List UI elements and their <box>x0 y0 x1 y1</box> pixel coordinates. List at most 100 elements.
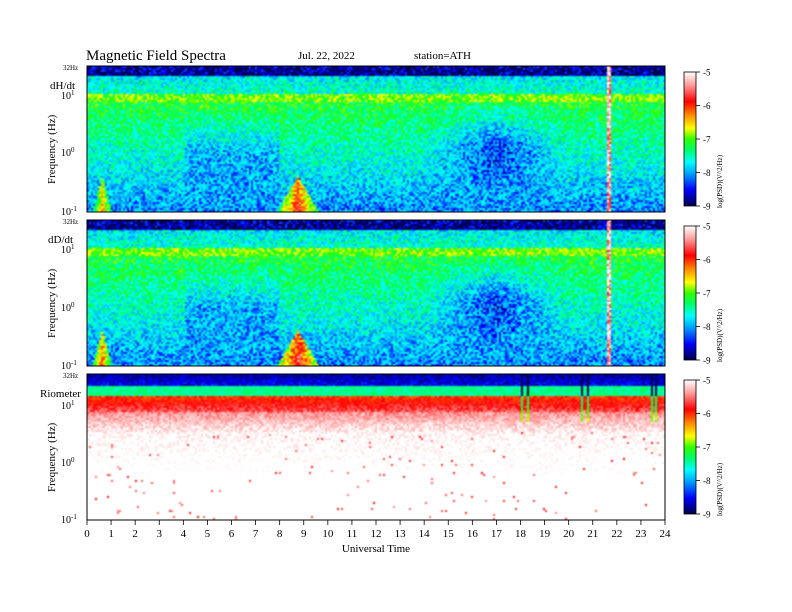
x-tick-label: 2 <box>132 528 138 540</box>
y-tick-labels: 101 100 10-1 <box>61 89 77 218</box>
x-tick-label: 7 <box>253 528 259 540</box>
colorbar-tick-label: -6 <box>703 101 711 111</box>
colorbar-ticks: -5 -6 -7 -8 -9 <box>696 376 711 520</box>
x-tick-label: 19 <box>539 528 551 540</box>
plot-frame <box>86 219 666 367</box>
x-tick-label: 23 <box>635 528 647 540</box>
y-tick-base: 10 <box>61 401 71 412</box>
y-axis-label: Frequency (Hz) <box>46 268 58 338</box>
panel-riometer: Riometer 32Hz 101 100 10-1 Frequency (Hz… <box>40 372 724 526</box>
y-tick-base: 10 <box>61 303 71 314</box>
panel-label: Riometer <box>40 388 81 400</box>
x-tick-label: 0 <box>84 528 90 540</box>
colorbar-tick-label: -7 <box>703 135 711 145</box>
x-tick-label: 18 <box>515 528 527 540</box>
plot-frame <box>86 65 666 213</box>
y-tick-base: 10 <box>61 245 71 256</box>
colorbar-ticks: -5 -6 -7 -8 -9 <box>696 222 711 366</box>
y-tick-exp: 1 <box>71 243 75 251</box>
colorbar <box>683 71 697 207</box>
x-tick-label: 15 <box>443 528 455 540</box>
y-tick-labels: 101 100 10-1 <box>61 243 77 372</box>
colorbar <box>683 225 697 361</box>
svg-text:101: 101 <box>61 399 75 412</box>
date-label: Jul. 22, 2022 <box>298 50 355 62</box>
svg-text:10-1: 10-1 <box>61 359 77 372</box>
y-tick-exp: -1 <box>71 359 77 367</box>
panel-label: dH/dt <box>50 80 75 92</box>
x-tick-label: 20 <box>563 528 575 540</box>
y-tick-base: 10 <box>61 148 71 159</box>
x-tick-label: 16 <box>467 528 479 540</box>
colorbar-tick-label: -8 <box>703 322 711 332</box>
spectrogram-dh-dt <box>87 66 665 212</box>
colorbar-ticks: -5 -6 -7 -8 -9 <box>696 68 711 212</box>
y-axis-label: Frequency (Hz) <box>46 422 58 492</box>
colorbar-tick-label: -5 <box>703 68 711 78</box>
colorbar-tick-label: -7 <box>703 443 711 453</box>
x-tick-label: 24 <box>660 528 672 540</box>
colorbar-tick-label: -8 <box>703 168 711 178</box>
colorbar-tick-label: -7 <box>703 289 711 299</box>
x-tick-label: 9 <box>301 528 307 540</box>
y-top-label: 32Hz <box>63 218 78 226</box>
y-top-label: 32Hz <box>63 372 78 380</box>
y-tick-exp: 0 <box>71 146 75 154</box>
y-tick-exp: 0 <box>71 301 75 309</box>
svg-text:101: 101 <box>61 89 75 102</box>
y-tick-base: 10 <box>61 207 71 218</box>
spectrogram-dd-dt <box>87 220 665 366</box>
figure-title: Magnetic Field Spectra <box>86 48 226 64</box>
colorbar-tick-label: -9 <box>703 510 711 520</box>
y-tick-exp: 0 <box>71 456 75 464</box>
x-axis-label: Universal Time <box>342 543 410 555</box>
colorbar-label: log(PSD)(V^2/Hz) <box>716 462 724 516</box>
y-tick-exp: 1 <box>71 89 75 97</box>
colorbar-tick-label: -5 <box>703 376 711 386</box>
y-tick-exp: 1 <box>71 399 75 407</box>
x-tick-label: 12 <box>371 528 382 540</box>
y-tick-base: 10 <box>61 361 71 372</box>
panel-label: dD/dt <box>48 234 73 246</box>
colorbar-tick-label: -6 <box>703 409 711 419</box>
colorbar <box>683 379 697 515</box>
svg-text:10-1: 10-1 <box>61 205 77 218</box>
colorbar-tick-label: -9 <box>703 356 711 366</box>
svg-text:10-1: 10-1 <box>61 513 77 526</box>
colorbar-label: log(PSD)(V^2/Hz) <box>716 308 724 362</box>
colorbar-tick-label: -9 <box>703 202 711 212</box>
x-tick-label: 14 <box>419 528 431 540</box>
x-tick-label: 8 <box>277 528 283 540</box>
x-tick-label: 4 <box>181 528 187 540</box>
y-tick-exp: -1 <box>71 513 77 521</box>
x-tick-label: 5 <box>205 528 211 540</box>
x-tick-label: 10 <box>322 528 334 540</box>
panel-dd-dt: dD/dt 32Hz 101 100 10-1 Frequency (Hz) -… <box>46 218 724 372</box>
x-tick-label: 3 <box>157 528 163 540</box>
svg-text:100: 100 <box>61 456 75 469</box>
y-tick-base: 10 <box>61 515 71 526</box>
y-tick-labels: 101 100 10-1 <box>61 399 77 526</box>
svg-text:100: 100 <box>61 301 75 314</box>
colorbar-label: log(PSD)(V^2/Hz) <box>716 154 724 208</box>
y-axis-label: Frequency (Hz) <box>46 114 58 184</box>
x-tick-label: 13 <box>395 528 407 540</box>
y-tick-base: 10 <box>61 91 71 102</box>
colorbar-tick-label: -8 <box>703 476 711 486</box>
x-tick-label: 11 <box>347 528 358 540</box>
panel-dh-dt: dH/dt 32Hz 101 100 10-1 Frequency (Hz) -… <box>46 64 724 218</box>
x-tick-label: 21 <box>587 528 598 540</box>
x-tick-label: 6 <box>229 528 235 540</box>
colorbar-tick-label: -6 <box>703 255 711 265</box>
svg-text:101: 101 <box>61 243 75 256</box>
y-tick-exp: -1 <box>71 205 77 213</box>
x-tick-label: 22 <box>611 528 622 540</box>
svg-text:100: 100 <box>61 146 75 159</box>
x-tick-label: 1 <box>108 528 114 540</box>
colorbar-tick-label: -5 <box>703 222 711 232</box>
y-tick-base: 10 <box>61 458 71 469</box>
spectrogram-riometer <box>87 374 665 520</box>
x-tick-label: 17 <box>491 528 503 540</box>
x-axis-ticks: 0 1 2 3 4 5 6 7 8 9 10 11 12 13 14 15 16 17 18 19 20 21 22 23 24 <box>84 520 671 540</box>
